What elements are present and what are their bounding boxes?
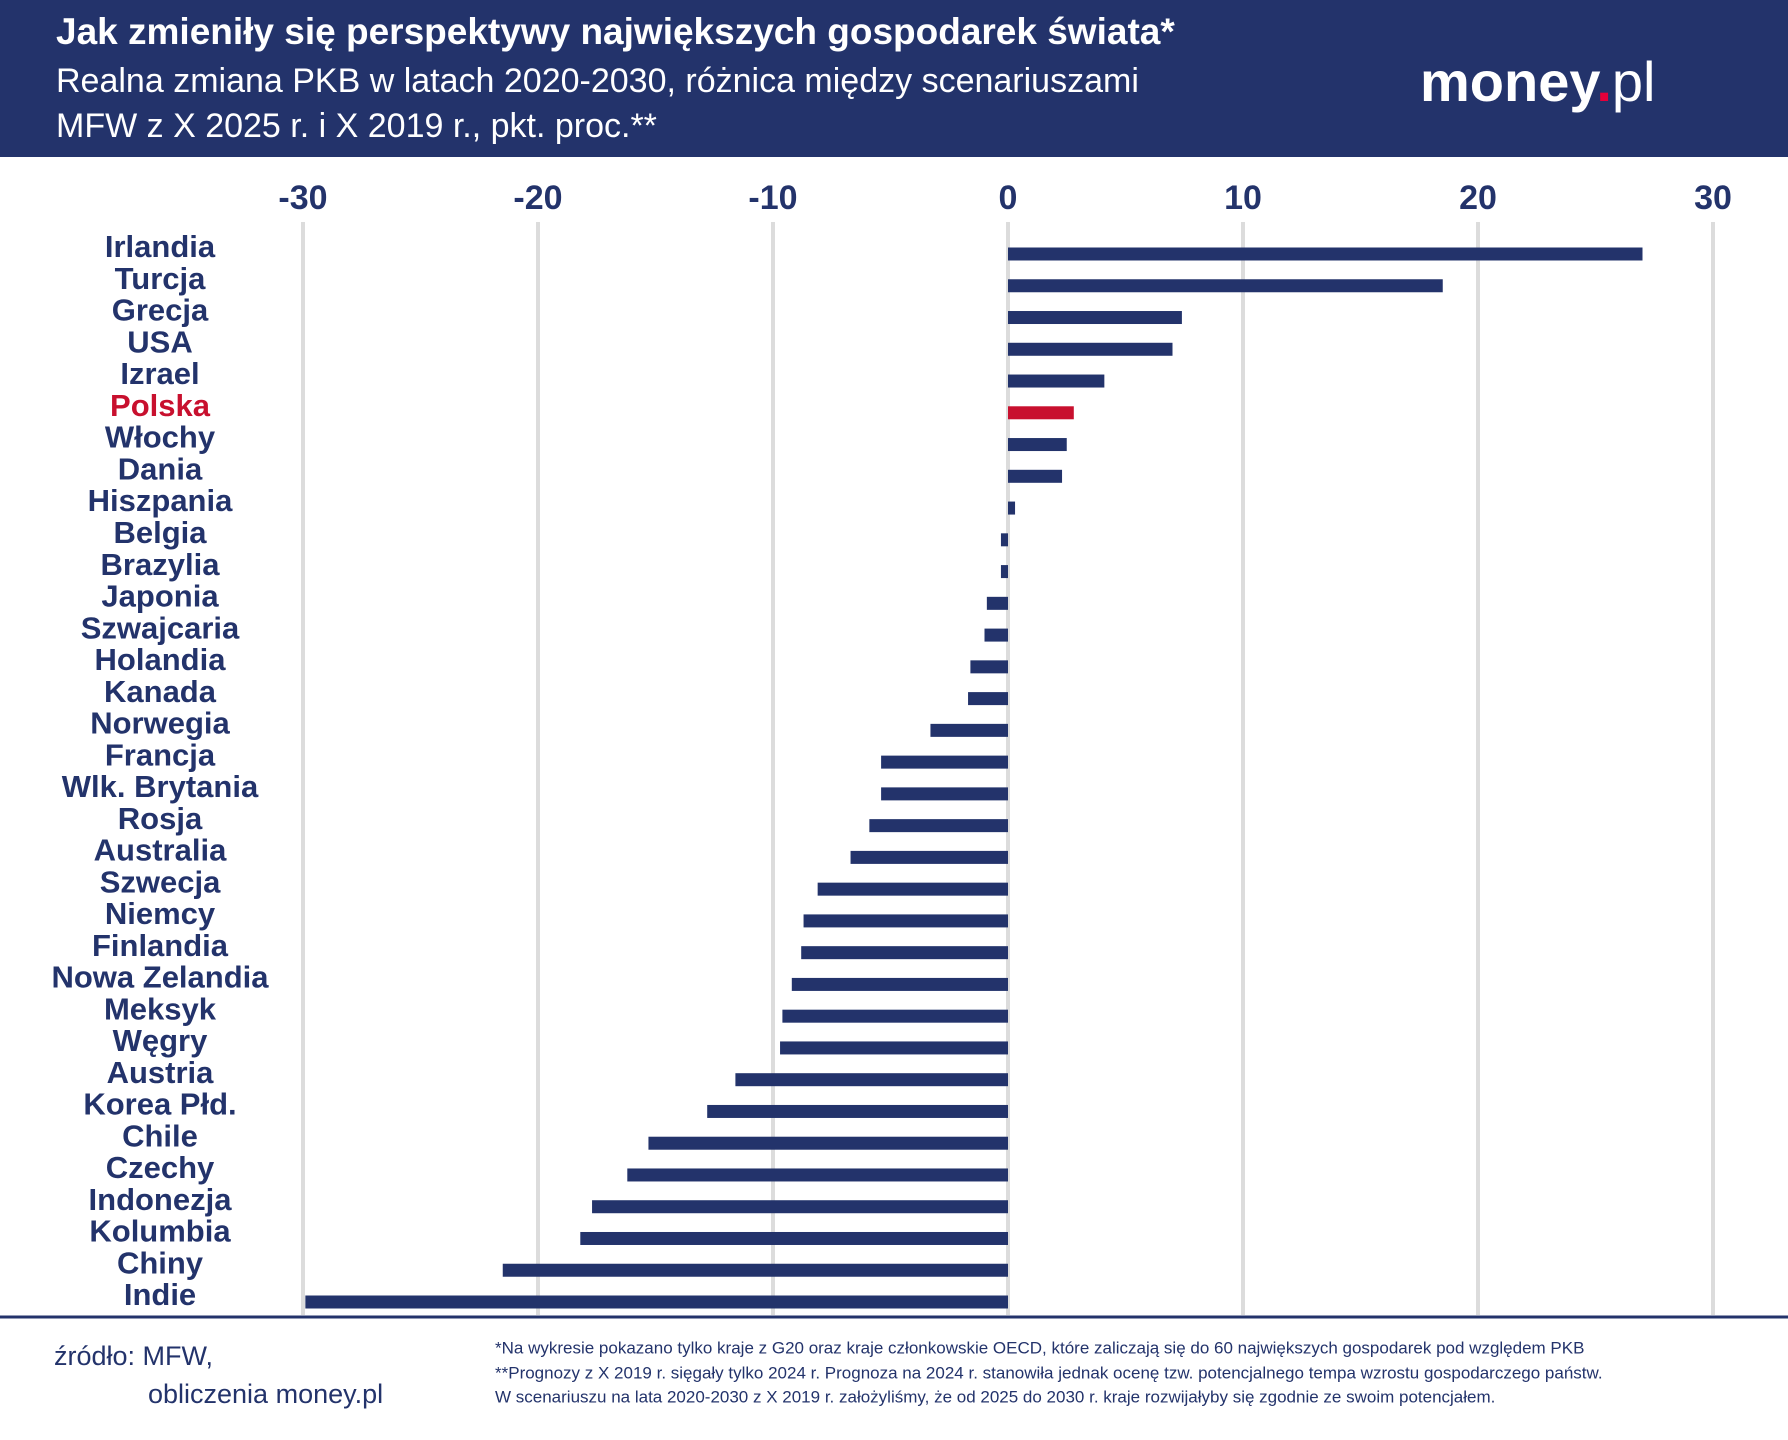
y-tick-label: Japonia [101,579,219,614]
bar [1008,247,1643,261]
bar [627,1168,1008,1182]
y-tick-label: Szwajcaria [81,610,240,645]
y-tick-label: Włochy [105,420,216,455]
y-tick-label: Niemcy [105,896,216,931]
bar [648,1136,1008,1150]
y-tick-label: Belgia [113,515,207,550]
bar [580,1231,1008,1245]
bar [791,977,1008,991]
chart-title: Jak zmieniły się perspektywy największyc… [56,11,1175,52]
y-tick-label: Australia [94,833,227,868]
bar [592,1200,1008,1214]
bar [869,819,1008,833]
y-tick-label: Węgry [113,1023,209,1058]
y-tick-label: Grecja [112,293,209,328]
bar [1008,374,1105,388]
bar [881,755,1008,769]
y-tick-label: Brazylia [101,547,221,582]
bar [930,723,1008,737]
chart-subtitle: Realna zmiana PKB w latach 2020-2030, ró… [56,62,1139,100]
source: obliczenia money.pl [148,1379,383,1409]
y-tick-label: Wlk. Brytania [62,769,259,804]
header-band [0,0,1788,157]
y-tick-label: Kolumbia [89,1214,231,1249]
bar [881,787,1008,801]
x-tick-label: 20 [1459,179,1497,217]
x-tick-label: -10 [748,179,797,217]
logo-part: . [1596,50,1612,113]
x-tick-label: 10 [1224,179,1262,217]
y-tick-label: USA [127,324,192,359]
y-tick-label: Chiny [117,1245,204,1280]
logo: money.pl [1420,50,1656,113]
y-tick-label: Rosja [118,801,203,836]
bar [984,628,1008,642]
bar [1008,406,1074,420]
logo-part: money [1420,50,1600,113]
bar [707,1104,1008,1118]
bar [1008,501,1016,515]
bar [970,660,1008,674]
bar [502,1263,1008,1277]
x-tick-label: 30 [1694,179,1732,217]
footnote: **Prognozy z X 2019 r. sięgały tylko 202… [495,1363,1603,1382]
y-tick-label: Nowa Zelandia [51,960,269,995]
bar [782,1009,1008,1023]
y-tick-label: Polska [110,388,211,423]
y-tick-label: Indie [124,1277,196,1312]
x-tick-label: -20 [513,179,562,217]
y-tick-label: Francja [105,737,216,772]
footnote: W scenariuszu na lata 2020-2030 z X 2019… [495,1387,1495,1406]
y-tick-label: Kanada [104,674,217,709]
logo-part: pl [1612,50,1656,113]
bar [1000,565,1008,579]
x-tick-label: -30 [278,179,327,217]
bar [850,850,1008,864]
y-tick-label: Czechy [106,1150,215,1185]
bar [1008,342,1173,356]
bar [817,882,1008,896]
chart-subtitle: MFW z X 2025 r. i X 2019 r., pkt. proc.*… [56,107,657,145]
y-tick-label: Dania [118,451,203,486]
bar [986,596,1008,610]
y-tick-label: Izrael [120,356,199,391]
y-tick-label: Meksyk [104,991,217,1026]
y-tick-label: Chile [122,1118,198,1153]
y-tick-label: Korea Płd. [83,1087,236,1122]
bar [1008,438,1067,452]
y-tick-label: Hiszpania [88,483,233,518]
x-tick-label: 0 [999,179,1018,217]
y-tick-label: Holandia [95,642,227,677]
bar [1000,533,1008,547]
y-tick-label: Finlandia [92,928,229,963]
bar [780,1041,1008,1055]
bar [801,946,1008,960]
y-tick-label: Szwecja [100,864,221,899]
source: źródło: MFW, [54,1341,213,1371]
footnote: *Na wykresie pokazano tylko kraje z G20 … [495,1338,1584,1357]
bar [305,1295,1009,1309]
y-tick-label: Norwegia [90,706,230,741]
bar [968,692,1008,706]
y-tick-label: Irlandia [105,229,216,264]
y-tick-label: Turcja [115,261,206,296]
bar [1008,469,1063,483]
bar [803,914,1008,928]
bar [1008,311,1182,325]
y-tick-label: Indonezja [89,1182,233,1217]
y-tick-label: Austria [107,1055,215,1090]
bar [735,1073,1008,1087]
bar [1008,279,1443,293]
